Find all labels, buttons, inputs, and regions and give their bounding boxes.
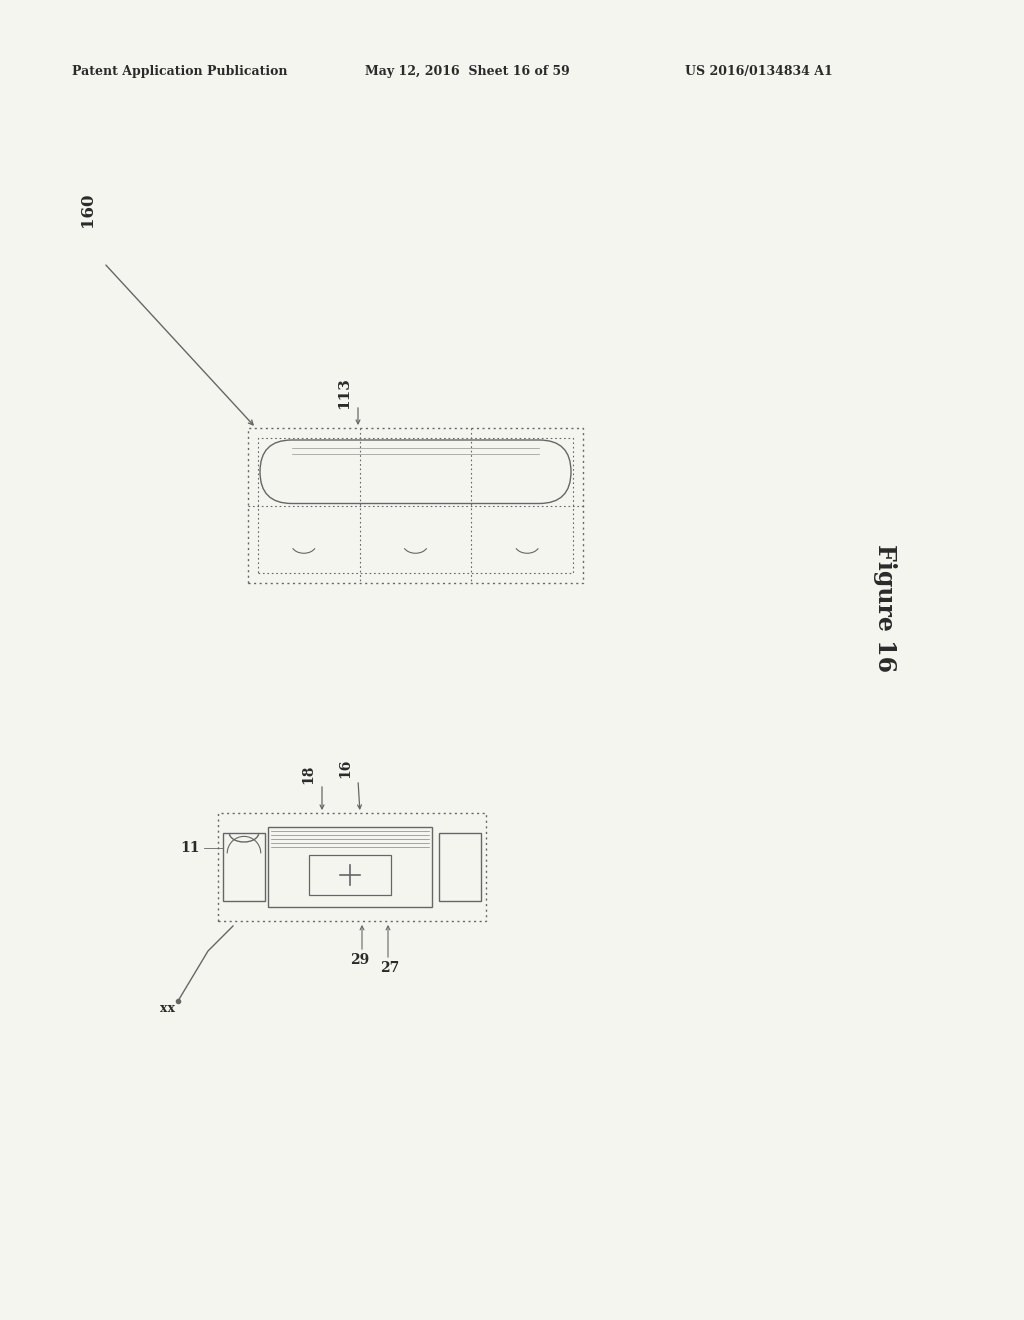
Bar — [309, 855, 391, 895]
Text: May 12, 2016  Sheet 16 of 59: May 12, 2016 Sheet 16 of 59 — [365, 66, 569, 78]
Text: 18: 18 — [301, 764, 315, 784]
Text: US 2016/0134834 A1: US 2016/0134834 A1 — [685, 66, 833, 78]
Bar — [248, 428, 583, 583]
Bar — [218, 813, 486, 921]
Text: Patent Application Publication: Patent Application Publication — [72, 66, 288, 78]
Bar — [268, 828, 432, 907]
Text: 11: 11 — [180, 841, 200, 855]
Text: 160: 160 — [80, 193, 96, 227]
Text: Figure 16: Figure 16 — [873, 544, 897, 672]
Bar — [223, 833, 265, 902]
Bar — [439, 833, 481, 902]
Text: 113: 113 — [337, 378, 351, 409]
Text: 16: 16 — [338, 758, 352, 777]
Text: xx: xx — [161, 1002, 175, 1015]
Text: 29: 29 — [350, 953, 370, 968]
Bar — [258, 438, 573, 573]
Text: 27: 27 — [380, 961, 399, 975]
